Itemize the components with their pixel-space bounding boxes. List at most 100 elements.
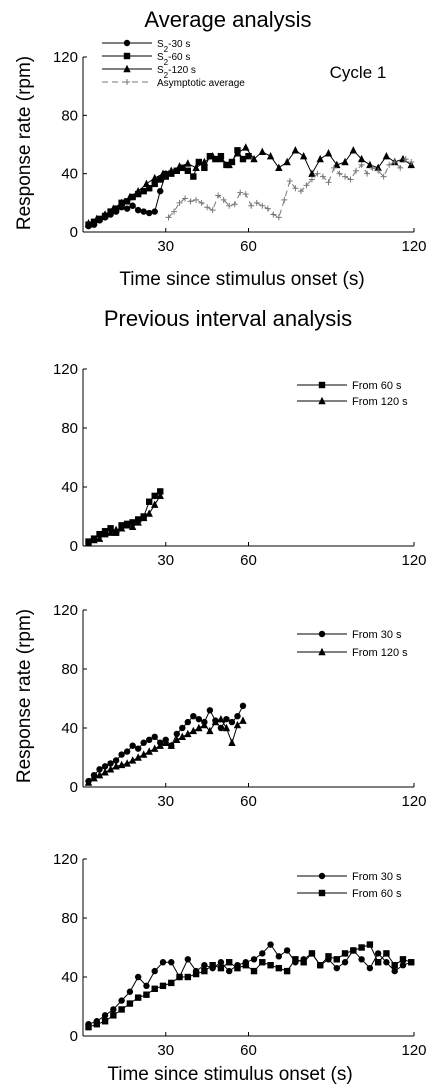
data-point [178, 732, 186, 741]
x-axis-label-top: Time since stimulus onset (s) [119, 269, 364, 290]
x-tick-label: 30 [157, 1042, 174, 1059]
data-point [151, 173, 159, 182]
data-point [242, 191, 249, 198]
data-point [101, 763, 109, 770]
data-point [184, 973, 192, 981]
data-point [303, 182, 310, 189]
y-tick-label: 120 [53, 602, 78, 619]
data-point [96, 766, 103, 773]
series-line [88, 146, 412, 224]
data-point [162, 738, 170, 746]
data-point [93, 1021, 100, 1028]
data-point [187, 198, 194, 205]
data-point [331, 164, 338, 171]
data-point [184, 956, 192, 963]
data-point [217, 964, 225, 972]
data-point [101, 530, 109, 538]
data-point [233, 149, 242, 157]
data-point [168, 979, 175, 987]
data-point [286, 177, 293, 184]
data-point [167, 741, 175, 749]
data-point [96, 531, 103, 538]
data-point [157, 187, 164, 195]
data-point [358, 161, 365, 168]
data-point [397, 164, 404, 171]
data-point [190, 713, 197, 720]
data-point [250, 967, 258, 975]
data-point [248, 202, 255, 209]
legend-label: From 30 s [352, 871, 402, 883]
data-point [195, 723, 203, 732]
data-point [146, 209, 153, 217]
data-point [270, 211, 277, 218]
section-title-previous: Previous interval analysis [104, 306, 352, 331]
data-point [264, 205, 271, 212]
data-point [101, 210, 109, 218]
y-tick-label: 40 [61, 969, 78, 986]
data-point [206, 152, 214, 160]
data-point [316, 154, 324, 163]
data-point [107, 760, 114, 767]
data-point [96, 215, 103, 223]
data-point [118, 997, 125, 1004]
data-point [140, 208, 147, 215]
data-point [106, 528, 115, 536]
data-point [85, 1023, 92, 1031]
data-point [391, 962, 398, 969]
data-point [228, 718, 236, 726]
data-point [201, 967, 208, 975]
legend-marker [318, 381, 326, 389]
data-point [201, 164, 208, 172]
data-point [195, 715, 203, 723]
data-point [151, 733, 158, 741]
data-point [364, 170, 371, 177]
data-point [333, 964, 340, 972]
legend-label: Asymptotic average [157, 78, 245, 89]
x-tick-label: 30 [157, 793, 174, 810]
data-point [314, 170, 321, 177]
data-point [129, 742, 136, 749]
data-point [333, 160, 341, 169]
panel-2: 0 40 80 120 30 60 120 From 60 s From 120 s [53, 361, 427, 569]
y-axis-label-middle: Response rate (rpm) [14, 609, 35, 783]
data-point [193, 196, 200, 203]
data-point [253, 199, 260, 206]
data-point [211, 717, 220, 726]
data-point [129, 193, 136, 201]
y-tick-label: 80 [61, 910, 78, 927]
data-point [220, 196, 227, 203]
data-point [347, 176, 354, 183]
panel-4: 0 40 80 120 30 60 120 From 30 s From 60 s [53, 851, 427, 1059]
data-point [123, 205, 131, 212]
data-point [325, 953, 332, 960]
data-point [225, 959, 233, 966]
data-point [206, 707, 214, 714]
y-tick-label: 0 [70, 779, 78, 796]
data-point [159, 982, 167, 990]
data-point [134, 994, 142, 1001]
data-point [308, 950, 316, 957]
data-point [179, 724, 186, 732]
data-point [408, 159, 415, 165]
data-point [173, 735, 181, 743]
data-point [118, 1006, 125, 1013]
data-point [134, 973, 142, 981]
data-point [391, 159, 398, 165]
data-point [341, 950, 349, 957]
data-point [275, 953, 283, 960]
x-tick-label: 60 [240, 238, 257, 255]
data-point [342, 173, 349, 180]
data-point [383, 950, 390, 957]
data-point [374, 950, 382, 957]
data-point [159, 959, 167, 966]
data-point [201, 962, 208, 969]
data-point [250, 154, 258, 163]
data-point [336, 170, 343, 177]
data-point [366, 964, 374, 972]
legend-marker [123, 64, 131, 73]
data-point [358, 956, 365, 963]
data-point [357, 154, 366, 163]
data-point [245, 152, 252, 160]
data-point [110, 1012, 117, 1019]
y-tick-label: 40 [61, 720, 78, 737]
